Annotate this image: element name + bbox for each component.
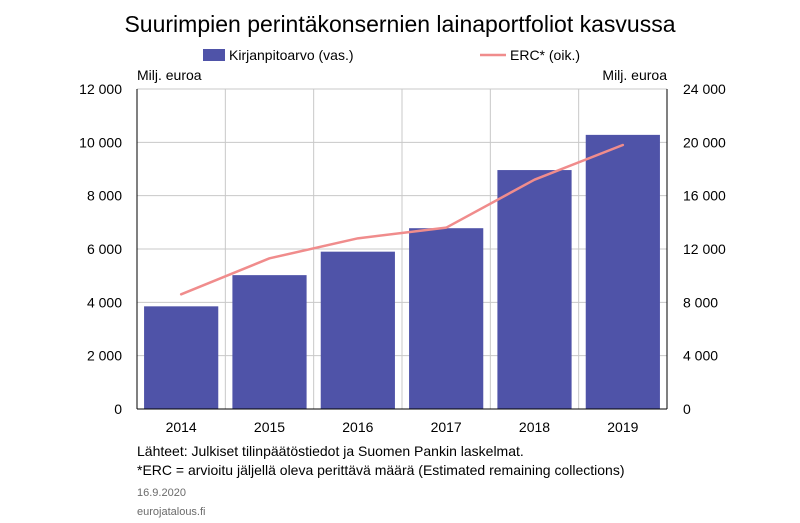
left-tick-label: 8 000 (87, 188, 122, 204)
legend-bar-label: Kirjanpitoarvo (vas.) (229, 47, 354, 63)
left-tick-label: 4 000 (87, 294, 122, 310)
x-tick-label: 2017 (431, 419, 462, 435)
left-tick-label: 0 (114, 401, 122, 417)
left-axis-unit: Milj. euroa (137, 67, 202, 83)
erc-note: *ERC = arvioitu jäljellä oleva perittävä… (137, 462, 625, 478)
legend: Kirjanpitoarvo (vas.) ERC* (oik.) (203, 47, 580, 63)
left-axis-ticks: 0 2 000 4 000 6 000 8 000 10 000 12 000 (79, 81, 122, 417)
publish-date: 16.9.2020 (137, 487, 186, 499)
x-tick-label: 2018 (519, 419, 550, 435)
right-tick-label: 16 000 (683, 188, 726, 204)
right-tick-label: 12 000 (683, 241, 726, 257)
site-credit: eurojatalous.fi (137, 506, 206, 518)
source-note: Lähteet: Julkiset tilinpäätöstiedot ja S… (137, 443, 524, 459)
left-tick-label: 10 000 (79, 134, 122, 150)
bar-series (144, 134, 660, 409)
bar-2016 (320, 251, 395, 409)
right-tick-label: 24 000 (683, 81, 726, 97)
legend-bar-swatch (203, 49, 225, 61)
right-tick-label: 4 000 (683, 348, 718, 364)
line-series (179, 143, 625, 296)
bar-2018 (497, 170, 572, 409)
axes (136, 89, 668, 410)
bar-2015 (232, 275, 307, 409)
right-tick-label: 0 (683, 401, 691, 417)
right-tick-label: 8 000 (683, 294, 718, 310)
left-tick-label: 12 000 (79, 81, 122, 97)
x-axis-ticks: 2014 2015 2016 2017 2018 2019 (166, 419, 639, 435)
left-tick-label: 2 000 (87, 348, 122, 364)
right-axis-ticks: 0 4 000 8 000 12 000 16 000 20 000 24 000 (683, 81, 726, 417)
x-tick-label: 2014 (166, 419, 197, 435)
legend-line-label: ERC* (oik.) (510, 47, 580, 63)
bar-2017 (409, 228, 484, 409)
x-tick-label: 2015 (254, 419, 285, 435)
erc-line (179, 143, 625, 296)
x-tick-label: 2019 (607, 419, 638, 435)
left-tick-label: 6 000 (87, 241, 122, 257)
bar-2014 (144, 306, 219, 409)
right-tick-label: 20 000 (683, 134, 726, 150)
bar-2019 (585, 134, 660, 409)
chart-title: Suurimpien perintäkonsernien lainaportfo… (124, 11, 675, 37)
x-tick-label: 2016 (342, 419, 373, 435)
right-axis-unit: Milj. euroa (602, 67, 667, 83)
